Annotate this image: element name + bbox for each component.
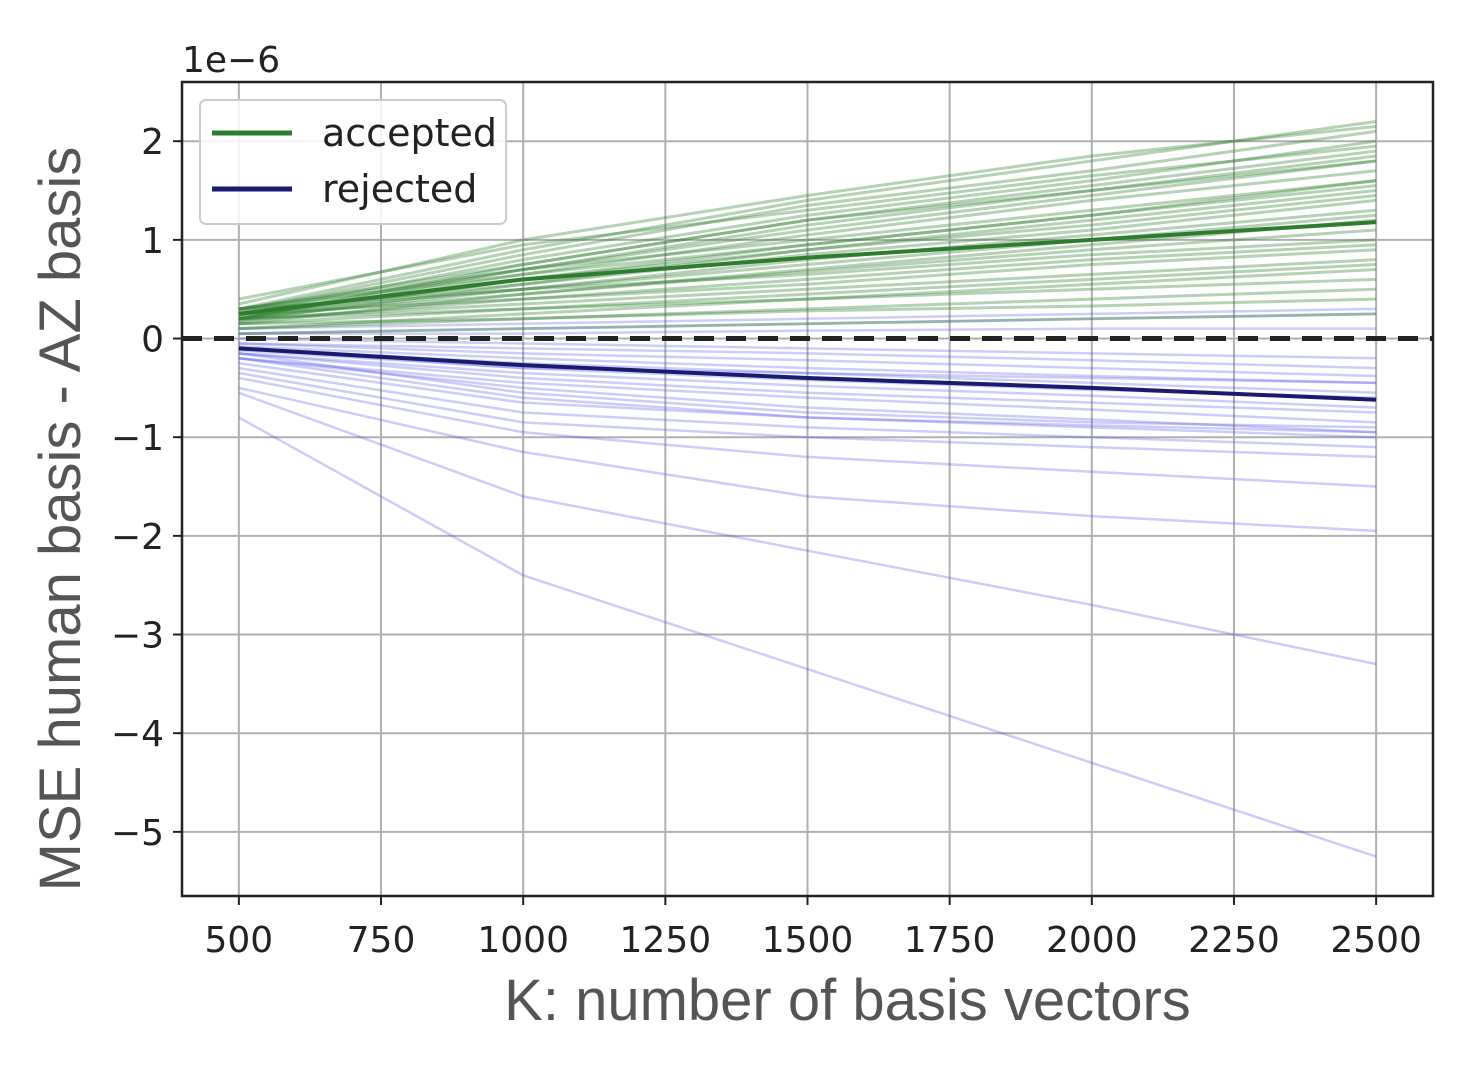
rejected-trace <box>238 386 1377 533</box>
rejected-trace <box>238 391 1377 666</box>
rejected-trace <box>238 342 1377 370</box>
accepted-trace <box>238 129 1377 313</box>
x-tick-label: 2000 <box>1046 920 1138 961</box>
rejected-trace <box>238 416 1377 858</box>
accepted-trace <box>238 267 1377 331</box>
accepted-trace <box>238 139 1377 316</box>
accepted-trace <box>238 169 1377 319</box>
accepted-trace <box>238 159 1377 321</box>
accepted-trace <box>238 258 1377 321</box>
y-tick-label: −3 <box>111 616 164 657</box>
x-tick-label: 2500 <box>1330 920 1422 961</box>
y-tick-label: −2 <box>111 517 164 558</box>
accepted-trace <box>238 238 1377 311</box>
rejected-trace <box>238 349 1377 385</box>
accepted-trace <box>238 287 1377 331</box>
rejected-trace <box>238 337 1377 360</box>
plot-lines <box>238 119 1377 858</box>
legend: accepted rejected <box>199 99 507 225</box>
rejected-trace <box>238 342 1377 378</box>
accepted-trace <box>238 198 1377 313</box>
y-tick-label: 0 <box>141 320 164 361</box>
rejected-trace <box>238 352 1377 414</box>
accepted-trace <box>238 124 1377 306</box>
rejected-trace <box>238 371 1377 459</box>
accepted-trace <box>238 119 1377 311</box>
rejected-trace <box>238 307 1377 330</box>
rejected-trace <box>238 357 1377 434</box>
rejected-trace <box>238 366 1377 449</box>
rejected-trace <box>238 345 1377 385</box>
x-axis-label: K: number of basis vectors <box>504 968 1191 1033</box>
x-tick-label: 1250 <box>620 920 712 961</box>
y-tick-label: 1 <box>141 221 164 262</box>
accepted-trace <box>238 159 1377 316</box>
x-tick-label: 2250 <box>1188 920 1280 961</box>
y-axis-ticks: −5 −4 −3 −2 −1 0 1 2 <box>111 122 182 854</box>
x-tick-label: 750 <box>347 920 416 961</box>
accepted-trace <box>238 228 1377 319</box>
accepted-trace <box>238 193 1377 323</box>
rejected-trace <box>238 357 1377 424</box>
accepted-trace <box>238 144 1377 301</box>
mean-line-accepted <box>238 220 1377 316</box>
accepted-trace <box>238 277 1377 321</box>
mean-lines <box>238 220 1377 402</box>
mean-line-rejected <box>238 346 1377 402</box>
accepted-trace <box>238 179 1377 311</box>
y-tick-label: −5 <box>111 813 164 854</box>
accepted-trace <box>238 243 1377 323</box>
accepted-trace <box>238 312 1377 336</box>
rejected-trace <box>238 352 1377 429</box>
rejected-trace <box>238 357 1377 434</box>
y-offset-label: 1e−6 <box>182 40 280 81</box>
rejected-trace <box>238 312 1377 335</box>
accepted-trace <box>238 218 1377 326</box>
x-axis-ticks: 500 750 1000 1250 1500 1750 2000 2250 2500 <box>205 896 1422 961</box>
x-tick-label: 1750 <box>904 920 996 961</box>
accepted-trace <box>238 179 1377 311</box>
accepted-trace <box>238 248 1377 316</box>
accepted-trace <box>238 297 1377 326</box>
x-tick-label: 1500 <box>762 920 854 961</box>
rejected-trace <box>238 327 1377 335</box>
accepted-trace <box>238 213 1377 316</box>
x-tick-label: 1000 <box>477 920 569 961</box>
rejected-trace <box>238 376 1377 488</box>
y-tick-label: 2 <box>141 122 164 163</box>
rejected-trace <box>238 352 1377 409</box>
y-axis-label: MSE human basis - AZ basis <box>28 147 93 892</box>
accepted-trace <box>238 149 1377 311</box>
accepted-trace <box>238 263 1377 326</box>
legend-label-accepted: accepted <box>322 111 497 155</box>
x-tick-label: 500 <box>205 920 274 961</box>
y-tick-label: −4 <box>111 714 164 755</box>
rejected-trace <box>238 361 1377 439</box>
y-tick-label: −1 <box>111 418 164 459</box>
accepted-trace <box>238 154 1377 321</box>
legend-label-rejected: rejected <box>322 167 477 211</box>
